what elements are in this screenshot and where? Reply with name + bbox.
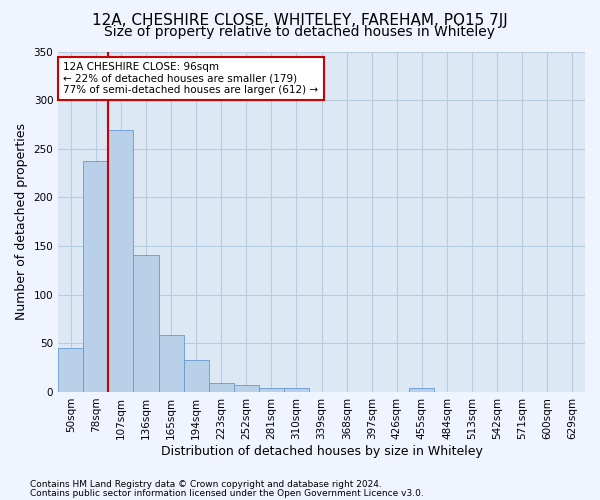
Text: Contains public sector information licensed under the Open Government Licence v3: Contains public sector information licen… — [30, 489, 424, 498]
Bar — [83, 162, 109, 392]
Y-axis label: Number of detached properties: Number of detached properties — [15, 123, 28, 320]
Bar — [234, 385, 259, 392]
Text: 12A, CHESHIRE CLOSE, WHITELEY, FAREHAM, PO15 7JJ: 12A, CHESHIRE CLOSE, WHITELEY, FAREHAM, … — [92, 12, 508, 28]
X-axis label: Distribution of detached houses by size in Whiteley: Distribution of detached houses by size … — [161, 444, 482, 458]
Bar — [259, 388, 284, 392]
Bar — [209, 383, 234, 392]
Bar — [158, 334, 184, 392]
Bar — [133, 255, 158, 392]
Text: Contains HM Land Registry data © Crown copyright and database right 2024.: Contains HM Land Registry data © Crown c… — [30, 480, 382, 489]
Bar — [284, 388, 309, 392]
Bar — [409, 388, 434, 392]
Bar — [184, 360, 209, 392]
Bar — [109, 130, 133, 392]
Text: Size of property relative to detached houses in Whiteley: Size of property relative to detached ho… — [104, 25, 496, 39]
Bar — [58, 348, 83, 392]
Text: 12A CHESHIRE CLOSE: 96sqm
← 22% of detached houses are smaller (179)
77% of semi: 12A CHESHIRE CLOSE: 96sqm ← 22% of detac… — [64, 62, 319, 95]
